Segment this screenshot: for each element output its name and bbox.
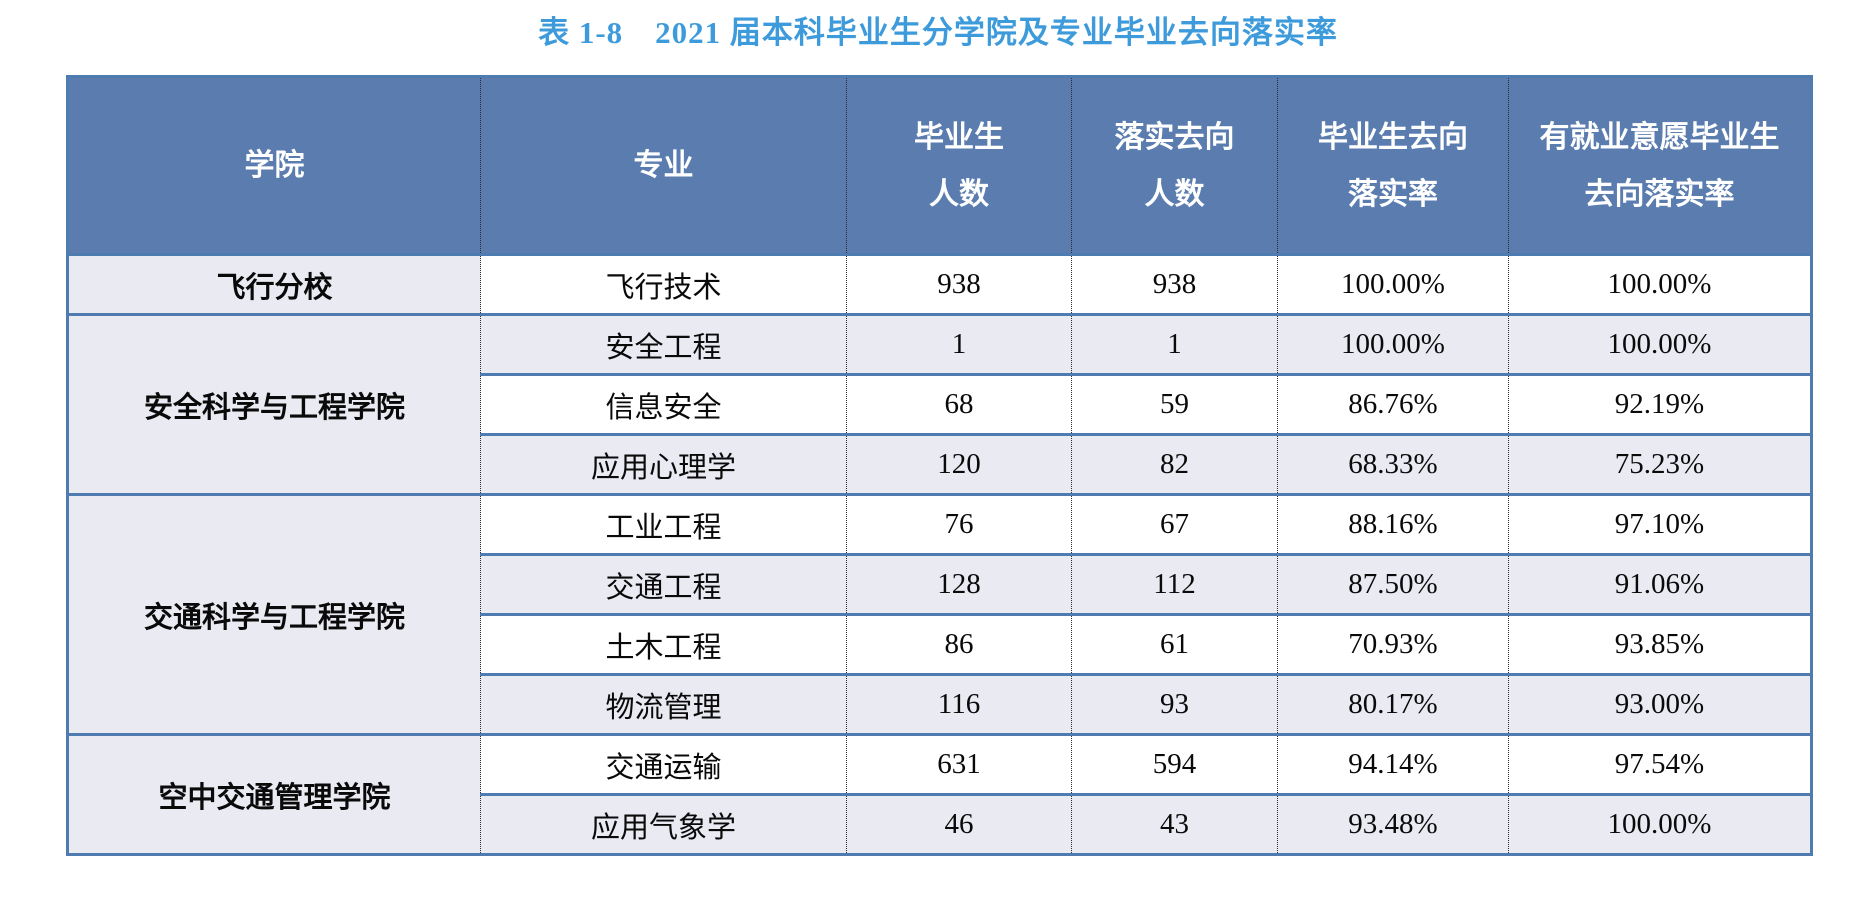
rate-cell: 93.48% <box>1277 793 1509 855</box>
implemented-cell: 43 <box>1071 793 1278 855</box>
major-cell: 交通工程 <box>480 553 847 615</box>
graduates-cell: 128 <box>846 553 1072 615</box>
table-row: 空中交通管理学院 交通运输 631 594 94.14% 97.54% <box>67 733 1812 855</box>
willing-rate-cell: 92.19% <box>1508 373 1812 435</box>
rate-cell: 70.93% <box>1277 613 1509 675</box>
willing-rate-cell: 100.00% <box>1508 313 1812 375</box>
header-row: 学院 专业 毕业生 人数 落实去向 人数 毕业生去向 落实率 有就业意愿毕业生 去向落实率 <box>67 76 1812 255</box>
major-cell: 物流管理 <box>480 673 847 735</box>
willing-rate-cell: 100.00% <box>1508 253 1812 315</box>
implemented-cell: 112 <box>1071 553 1278 615</box>
rate-cell: 100.00% <box>1277 313 1509 375</box>
college-cell: 空中交通管理学院 <box>67 733 481 855</box>
major-cell: 应用心理学 <box>480 433 847 495</box>
graduates-cell: 46 <box>846 793 1072 855</box>
table-title: 表 1-8 2021 届本科毕业生分学院及专业毕业去向落实率 <box>538 15 1338 50</box>
column-header-willing-rate: 有就业意愿毕业生 去向落实率 <box>1508 76 1812 255</box>
rate-cell: 86.76% <box>1277 373 1509 435</box>
table-row: 交通工程 128 112 87.50% 91.06% <box>68 553 1812 615</box>
major-cell: 交通运输 <box>480 733 847 795</box>
column-header-rate: 毕业生去向 落实率 <box>1277 76 1509 255</box>
willing-rate-cell: 100.00% <box>1508 793 1812 855</box>
major-cell: 工业工程 <box>480 493 847 555</box>
college-cell: 安全科学与工程学院 <box>67 313 481 495</box>
rate-cell: 80.17% <box>1277 673 1509 735</box>
graduates-cell: 1 <box>846 313 1072 375</box>
rate-cell: 68.33% <box>1277 433 1509 495</box>
table-row: 应用气象学 46 43 93.48% 100.00% <box>68 793 1812 855</box>
column-header-graduates: 毕业生 人数 <box>846 76 1072 255</box>
college-cell: 交通科学与工程学院 <box>67 493 481 735</box>
graduates-cell: 631 <box>846 733 1072 795</box>
graduates-cell: 116 <box>846 673 1072 735</box>
major-cell: 应用气象学 <box>480 793 847 855</box>
implemented-cell: 67 <box>1071 493 1278 555</box>
graduates-cell: 120 <box>846 433 1072 495</box>
willing-rate-cell: 91.06% <box>1508 553 1812 615</box>
column-header-major: 专业 <box>480 76 847 255</box>
implemented-cell: 938 <box>1071 253 1278 315</box>
table-row: 物流管理 116 93 80.17% 93.00% <box>68 673 1812 735</box>
table-row: 信息安全 68 59 86.76% 92.19% <box>68 373 1812 435</box>
table-row: 安全科学与工程学院 安全工程 1 1 100.00% 100.00% <box>67 313 1812 495</box>
table-row: 应用心理学 120 82 68.33% 75.23% <box>68 433 1812 495</box>
implemented-cell: 1 <box>1071 313 1278 375</box>
major-cell: 安全工程 <box>480 313 847 375</box>
college-cell: 飞行分校 <box>67 253 481 315</box>
willing-rate-cell: 75.23% <box>1508 433 1812 495</box>
graduates-cell: 76 <box>846 493 1072 555</box>
rate-cell: 100.00% <box>1277 253 1509 315</box>
rate-cell: 87.50% <box>1277 553 1509 615</box>
willing-rate-cell: 93.85% <box>1508 613 1812 675</box>
implemented-cell: 59 <box>1071 373 1278 435</box>
graduates-cell: 68 <box>846 373 1072 435</box>
graduation-outcome-table: 学院 专业 毕业生 人数 落实去向 人数 毕业生去向 落实率 有就业意愿毕业生 去向落实率 飞行分… <box>66 75 1813 856</box>
willing-rate-cell: 93.00% <box>1508 673 1812 735</box>
willing-rate-cell: 97.54% <box>1508 733 1812 795</box>
implemented-cell: 61 <box>1071 613 1278 675</box>
column-header-college: 学院 <box>67 76 481 255</box>
table-row: 交通科学与工程学院 工业工程 76 67 88.16% 97.10% <box>67 493 1812 735</box>
major-cell: 信息安全 <box>480 373 847 435</box>
major-cell: 土木工程 <box>480 613 847 675</box>
implemented-cell: 82 <box>1071 433 1278 495</box>
implemented-cell: 93 <box>1071 673 1278 735</box>
willing-rate-cell: 97.10% <box>1508 493 1812 555</box>
graduates-cell: 938 <box>846 253 1072 315</box>
column-header-implemented: 落实去向 人数 <box>1071 76 1278 255</box>
table-row: 飞行分校 飞行技术 938 938 100.00% 100.00% <box>67 253 1812 315</box>
rate-cell: 88.16% <box>1277 493 1509 555</box>
table-row: 土木工程 86 61 70.93% 93.85% <box>68 613 1812 675</box>
rate-cell: 94.14% <box>1277 733 1509 795</box>
implemented-cell: 594 <box>1071 733 1278 795</box>
major-cell: 飞行技术 <box>480 253 847 315</box>
graduates-cell: 86 <box>846 613 1072 675</box>
